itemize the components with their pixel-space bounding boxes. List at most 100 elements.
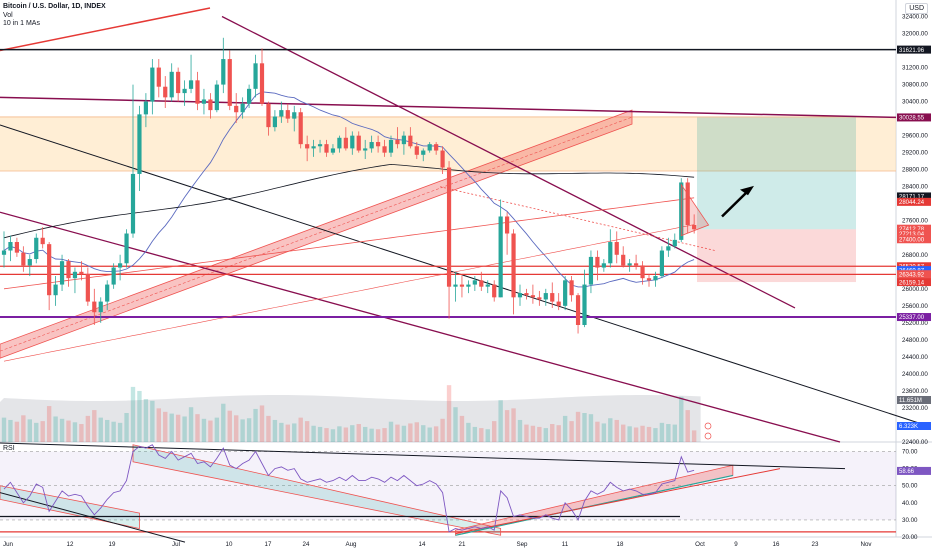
volume-bar	[575, 411, 581, 442]
volume-bar	[627, 426, 632, 442]
candle-body	[163, 86, 168, 98]
volume-bar	[466, 422, 471, 442]
candle-body	[266, 103, 271, 128]
price-badge	[897, 45, 931, 54]
candle-body	[259, 63, 265, 104]
candle-body	[492, 284, 497, 298]
time-tick-label: Sep	[516, 541, 528, 548]
candle-body	[640, 265, 645, 279]
volume-bar	[550, 424, 555, 442]
time-tick-label: 19	[109, 541, 116, 548]
volume-bar	[53, 416, 58, 442]
volume-bar	[556, 425, 561, 442]
volume-bar	[511, 408, 516, 442]
volume-bar	[498, 400, 503, 442]
rsi-badge	[897, 466, 931, 475]
rsi-falling-channel	[132, 444, 502, 536]
price-tick-label: 28400.00	[902, 184, 928, 191]
candle-body	[427, 144, 432, 151]
candle-body	[176, 71, 181, 94]
volume-bar	[137, 390, 142, 442]
candle-body	[118, 263, 123, 268]
volume-bar	[588, 414, 594, 442]
candle-body	[227, 59, 232, 106]
candle-body	[247, 88, 252, 104]
volume-bar	[646, 426, 652, 442]
upper-trendline	[0, 96, 897, 119]
candle-body	[517, 293, 523, 298]
price-axis: 32400.0032000.0031600.0031200.0030800.00…	[897, 14, 931, 446]
resistance-trendline	[0, 7, 211, 52]
volume-bar	[614, 419, 619, 442]
volume-bar	[421, 425, 426, 442]
volume-badge	[897, 396, 931, 404]
candle-body	[1, 250, 7, 255]
price-tick-label: 23200.00	[902, 405, 928, 412]
supply-zone	[0, 116, 896, 171]
volume-bar	[672, 424, 677, 442]
price-badge	[897, 266, 931, 275]
zones-layer	[0, 116, 896, 283]
volume-bar	[562, 415, 568, 442]
chart-title: Bitcoin / U.S. Dollar, 1D, INDEX	[3, 3, 106, 10]
volume-bar	[156, 408, 161, 442]
volume-bar	[659, 422, 665, 442]
volume-bar	[27, 419, 32, 442]
price-badge-label: 26159.14	[899, 280, 925, 286]
volume-bar	[266, 415, 271, 442]
volume-badge-label: 6.323K	[899, 424, 918, 430]
ma-indicator-label[interactable]: 10 in 1 MAs	[3, 20, 40, 27]
candle-body	[627, 263, 632, 266]
rsi-trendline-left	[0, 492, 186, 543]
candle-body	[369, 142, 374, 149]
volume-bar	[388, 421, 394, 442]
price-tick-label: 28800.00	[902, 167, 928, 174]
close-x-circle	[704, 432, 712, 440]
candle-body	[575, 295, 581, 325]
candle-body	[92, 301, 97, 313]
candle-body	[98, 301, 103, 313]
candle-body	[485, 284, 490, 287]
candle-body	[59, 261, 65, 285]
volume-bar	[427, 427, 432, 442]
volume-bar	[66, 420, 71, 442]
volume-bar	[227, 410, 232, 442]
stop-zone	[697, 229, 856, 283]
candle-body	[317, 144, 323, 147]
price-tick-label: 32400.00	[902, 14, 928, 21]
volume-bar	[633, 427, 639, 442]
volume-bar	[653, 428, 658, 442]
volume-bar	[304, 421, 310, 442]
candle-body	[685, 182, 690, 225]
candle-body	[34, 237, 39, 260]
candle-body	[330, 148, 336, 153]
volume-bar	[472, 426, 478, 442]
currency-label[interactable]: USD	[905, 3, 928, 14]
candle-body	[672, 239, 677, 247]
volume-bar	[608, 418, 613, 442]
volume-bar	[330, 429, 336, 442]
volume-bar	[504, 410, 510, 442]
time-tick-label: 14	[419, 541, 426, 548]
candle-body	[79, 271, 84, 274]
volume-bar	[130, 386, 136, 442]
candle-body	[408, 135, 413, 147]
arrow-head	[740, 185, 754, 196]
price-badge	[897, 192, 931, 201]
rsi-label[interactable]: RSI	[3, 445, 15, 452]
volume-bar	[459, 415, 465, 442]
volume-bar	[408, 423, 413, 442]
candle-body	[556, 301, 561, 306]
price-tick-label: 29600.00	[902, 133, 928, 140]
volume-pane	[0, 385, 712, 442]
candle-body	[421, 150, 426, 155]
volume-bar	[543, 428, 548, 442]
price-tick-label: 31200.00	[902, 65, 928, 72]
volume-bar	[8, 419, 13, 442]
close-x-icon	[704, 422, 712, 430]
candle-body	[66, 261, 71, 279]
price-tick-label: 22400.00	[902, 439, 928, 446]
close-x-icon	[704, 432, 712, 440]
volume-bar	[317, 426, 323, 442]
